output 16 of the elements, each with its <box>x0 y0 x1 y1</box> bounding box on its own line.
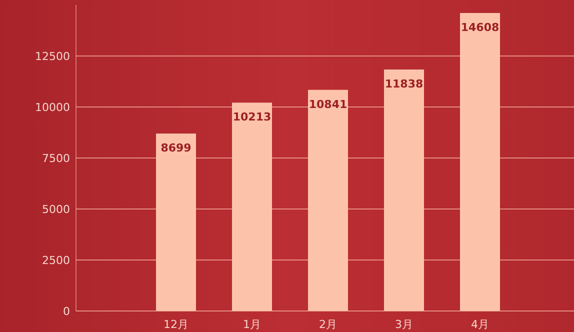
y-tick-label: 0 <box>63 305 70 318</box>
data-label: 14608 <box>460 20 500 34</box>
x-tick-label: 2月 <box>319 318 337 331</box>
data-label: 10841 <box>308 98 348 111</box>
y-tick-label: 12500 <box>35 50 70 63</box>
data-label: 11838 <box>384 78 424 91</box>
y-tick-label: 7500 <box>42 152 70 165</box>
y-tick-label: 5000 <box>42 203 70 216</box>
data-label: 8699 <box>160 142 192 155</box>
data-label: 10213 <box>232 110 272 124</box>
x-tick-label: 1月 <box>243 318 261 331</box>
x-tick-label: 12月 <box>164 318 188 331</box>
y-tick-label: 10000 <box>35 101 70 114</box>
x-tick-label: 3月 <box>395 318 413 331</box>
x-tick-label: 4月 <box>471 318 489 331</box>
y-tick-label: 2500 <box>42 254 70 267</box>
